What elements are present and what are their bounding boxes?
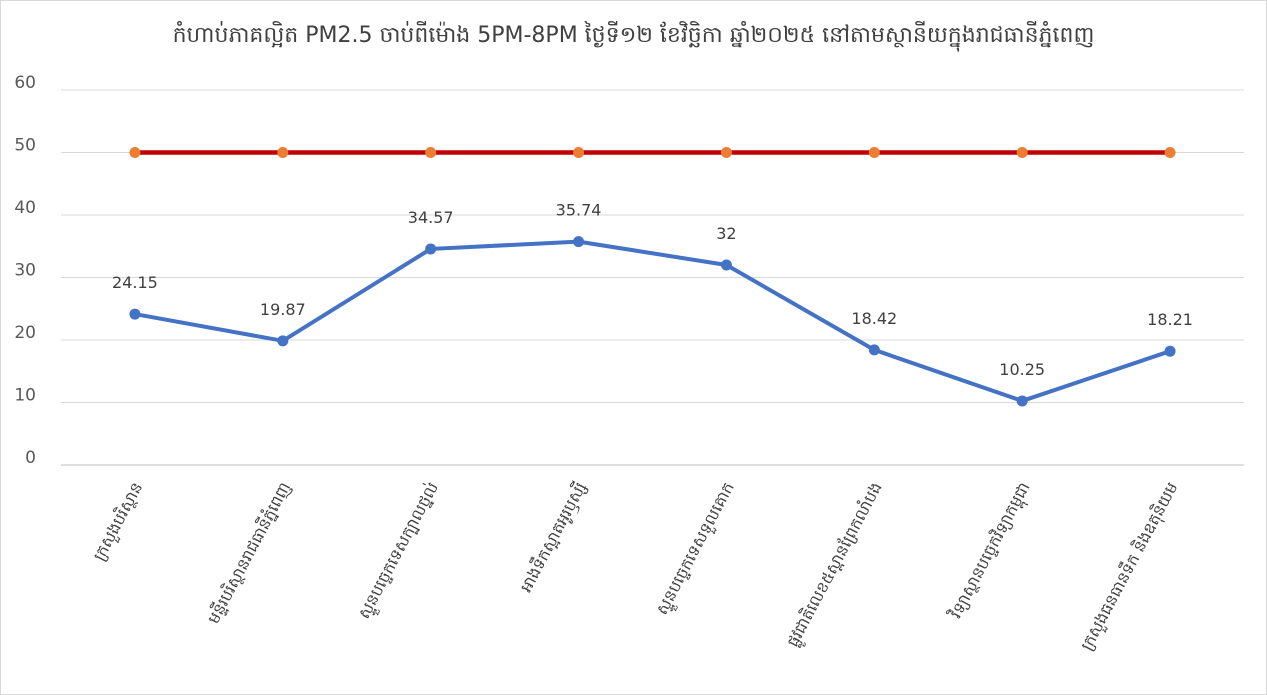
y-tick-label: 30 <box>14 261 36 281</box>
x-category-label: អាងទឹកស្អាតអូរឫស្សី <box>515 478 592 596</box>
data-label: 19.87 <box>260 300 306 319</box>
pm25-point <box>1016 395 1028 407</box>
data-label: 18.42 <box>851 309 897 328</box>
pm25-point <box>868 344 880 356</box>
pm25-point <box>129 308 141 320</box>
y-tick-label: 40 <box>14 198 36 218</box>
threshold-point <box>1164 147 1176 158</box>
pm25-point <box>277 335 289 347</box>
gridlines <box>61 89 1244 466</box>
y-tick-label: 10 <box>14 386 36 406</box>
threshold-point <box>129 147 141 158</box>
pm25-point <box>425 243 437 255</box>
chart-title: កំហាប់ភាគល្អិត PM2.5 ចាប់ពីម៉ោង 5PM-8PM … <box>172 23 1095 48</box>
series-markers <box>129 147 1176 407</box>
x-category-label: ក្រសួងបរិស្ថាន <box>88 478 148 564</box>
threshold-point <box>573 147 585 158</box>
data-labels: 24.15 19.87 34.57 35.74 32 18.42 10.25 18.21 <box>112 201 1193 379</box>
x-category-label: ក្រសួងធនធានទឹក និងឧតុនិយម <box>1076 478 1183 654</box>
threshold-point <box>277 147 289 158</box>
x-category-label: ផ្លូវជាតិលេខ៥ស្ពានព្រែកលាំបង <box>782 478 889 651</box>
series-lines <box>132 150 1173 403</box>
x-category-label: មន្ទីរបរិស្ថានរាជធានីភ្នំពេញ <box>203 478 295 626</box>
data-label: 34.57 <box>408 208 454 227</box>
threshold-point <box>1016 147 1028 158</box>
pm25-point <box>1164 345 1176 357</box>
y-tick-label: 20 <box>14 323 36 343</box>
x-axis-labels: ក្រសួងបរិស្ថាន មន្ទីរបរិស្ថានរាជធានីភ្នំព… <box>88 478 1183 654</box>
pm25-point <box>720 259 732 271</box>
data-label: 24.15 <box>112 273 158 292</box>
y-tick-label: 60 <box>14 73 36 93</box>
pm25-point <box>573 236 585 248</box>
x-category-label: វិទ្យាស្ថានបច្ចេកវិទ្យាកម្ពុជា <box>944 478 1037 625</box>
data-label: 18.21 <box>1147 310 1193 329</box>
pm25-series-line <box>132 239 1173 403</box>
data-label: 10.25 <box>999 360 1045 379</box>
threshold-point <box>868 147 880 158</box>
threshold-point <box>425 147 437 158</box>
threshold-point <box>720 147 732 158</box>
y-tick-label: 50 <box>14 136 36 156</box>
y-tick-label: 0 <box>25 448 36 468</box>
x-category-label: ស្ទួនបច្ចេកទេសទួលគោក <box>652 479 741 620</box>
data-label: 32 <box>716 224 736 243</box>
data-label: 35.74 <box>556 201 602 220</box>
y-axis-ticks: 0 10 20 30 40 50 60 <box>14 73 36 468</box>
x-category-label: ស្ទួនបច្ចេកទេសក្បាលថ្នល់ <box>353 478 445 623</box>
